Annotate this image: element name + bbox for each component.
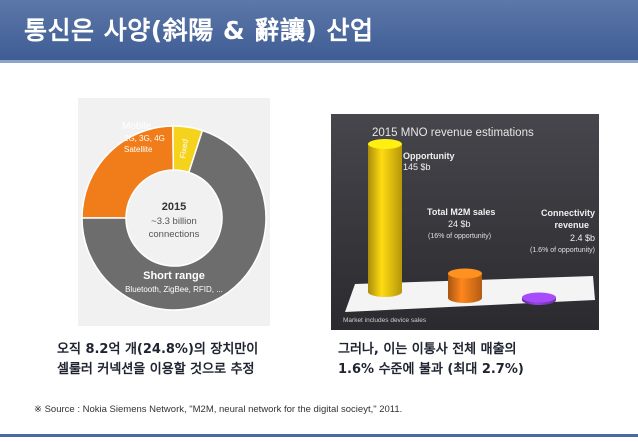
bar-label-opportunity: Opportunity [403, 151, 455, 161]
bar-top-total-m2m-sales [448, 268, 482, 279]
donut-center-caption: connections [149, 229, 200, 240]
donut-sublabel-mobile-2: Satellite [124, 145, 153, 154]
bar-value-opportunity: 145 $b [403, 162, 431, 172]
donut-slice-short-range [81, 129, 267, 311]
caption-right-line-2: 1.6% 수준에 불과 (최대 2.7%) [338, 362, 524, 377]
connections-donut-chart: 2015 ~3.3 billion connections Mobile 2G, 3G,… [78, 98, 270, 326]
source-note: ※ Source : Nokia Siemens Network, "M2M, … [34, 404, 403, 415]
donut-sublabel-mobile-1: 2G, 3G, 4G [124, 134, 165, 143]
donut-center-count: ~3.3 billion [151, 216, 197, 227]
bar-value-total-m2m-sales: 24 $b [448, 219, 471, 229]
caption-left: 오직 8.2억 개(24.8%)의 장치만이 셀룰러 커넥션을 이용할 것으로 … [57, 340, 258, 380]
donut-sublabel-short-range-1: Bluetooth, ZigBee, RFID, ... [125, 285, 223, 294]
donut-center-year: 2015 [162, 201, 186, 213]
bar-chart-title: 2015 MNO revenue estimations [372, 127, 534, 139]
bar-value-connectivity-revenue: 2.4 $b [570, 233, 595, 243]
bar-note-connectivity-revenue: (1.6% of opportunity) [530, 247, 595, 254]
donut-label-fixed: Fixed [178, 138, 190, 159]
bar-chart-footnote: Market includes device sales [343, 317, 427, 324]
bar-label-total-m2m-sales: Total M2M sales [427, 207, 495, 217]
bottom-rule [0, 434, 638, 437]
caption-left-line-2: 셀룰러 커넥션을 이용할 것으로 추정 [57, 362, 255, 377]
bar-note-total-m2m-sales: (16% of opportunity) [428, 233, 491, 240]
revenue-bar-chart: 2015 MNO revenue estimations Market inclu… [331, 114, 599, 330]
title-bar: 통신은 사양(斜陽 & 辭讓) 산업 [0, 0, 638, 63]
bar-label-connectivity-revenue-2: revenue [554, 220, 589, 230]
bar-svg: 2015 MNO revenue estimations Market inclu… [331, 114, 599, 330]
donut-svg: 2015 ~3.3 billion connections Mobile 2G, 3G,… [81, 121, 267, 311]
bar-total-m2m-sales [448, 273, 482, 303]
caption-right: 그러나, 이는 이통사 전체 매출의 1.6% 수준에 불과 (최대 2.7%) [338, 340, 524, 380]
bar-top-connectivity-revenue [522, 292, 556, 303]
donut-label-mobile: Mobile [122, 121, 152, 132]
caption-left-line-1: 오직 8.2억 개(24.8%)의 장치만이 [57, 342, 259, 357]
donut-label-short-range: Short range [143, 270, 205, 282]
bar-opportunity [368, 144, 402, 297]
bar-label-connectivity-revenue-1: Connectivity [541, 208, 595, 218]
caption-right-line-1: 그러나, 이는 이통사 전체 매출의 [338, 342, 517, 357]
slide-title: 통신은 사양(斜陽 & 辭讓) 산업 [24, 16, 374, 45]
donut-slice-mobile [81, 125, 175, 219]
bar-top-opportunity [368, 139, 402, 149]
